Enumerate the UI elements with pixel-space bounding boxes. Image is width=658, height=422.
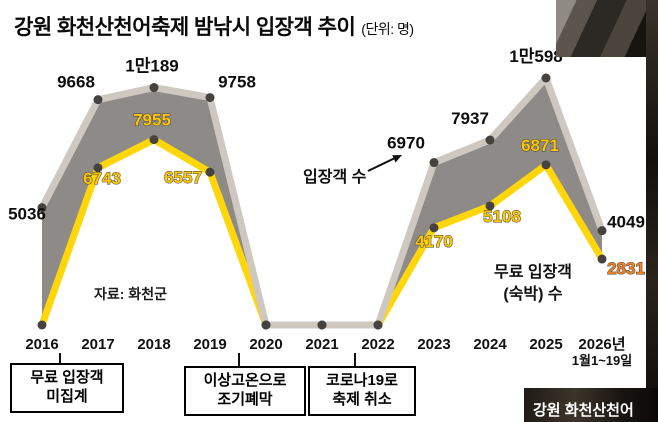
data-point xyxy=(149,83,159,93)
total-label-arrow xyxy=(367,157,396,172)
value-label: 2831 xyxy=(607,259,645,278)
data-point xyxy=(37,203,47,213)
axis-label: 2020 xyxy=(249,336,282,353)
data-point xyxy=(205,167,215,177)
value-label: 6743 xyxy=(83,169,121,188)
series-label-free: 무료 입장객 (숙박) 수 xyxy=(487,262,579,307)
value-label: 9668 xyxy=(57,73,95,92)
annotation-line: 축제 취소 xyxy=(332,390,392,408)
data-point xyxy=(429,158,439,168)
data-point xyxy=(541,160,551,170)
value-label: 5108 xyxy=(483,207,521,226)
axis-label: 2022 xyxy=(361,336,394,353)
background-photo-bottom xyxy=(524,388,658,422)
data-point xyxy=(429,223,439,233)
value-label: 9758 xyxy=(218,73,256,92)
annotation-line: 코로나19로 xyxy=(326,372,398,389)
data-point xyxy=(205,93,215,103)
data-point xyxy=(317,320,327,330)
data-point xyxy=(37,320,47,330)
value-label: 6970 xyxy=(387,134,425,153)
band-fill xyxy=(42,78,602,325)
series-label-free-line2: (숙박) 수 xyxy=(503,286,563,304)
data-point xyxy=(373,320,383,330)
axis-label: 1월1~19일 xyxy=(572,353,632,368)
axis-label: 2016 xyxy=(25,336,58,353)
series-label-free-line1: 무료 입장객 xyxy=(493,264,573,281)
annotation-box-uncounted: 무료 입장객 미집계 xyxy=(10,363,124,413)
value-label: 7955 xyxy=(133,111,171,130)
annotation-line: 무료 입장객 xyxy=(30,369,104,386)
value-label: 5036 xyxy=(8,205,46,224)
value-label: 6871 xyxy=(521,136,559,155)
axis-label: 2023 xyxy=(417,336,450,353)
title-unit: (단위: 명) xyxy=(361,21,414,37)
axis-label: 2021 xyxy=(305,336,338,353)
photo-credit: 강원 화천산천어 xyxy=(533,402,634,419)
data-point xyxy=(93,95,103,105)
total-label-arrowhead xyxy=(392,155,402,163)
annotation-line: 미집계 xyxy=(46,387,88,405)
title-text: 강원 화천산천어축제 밤낚시 입장객 추이 xyxy=(14,16,356,39)
data-point xyxy=(485,135,495,145)
data-point xyxy=(597,226,607,236)
data-point xyxy=(149,135,159,145)
series-label-total: 입장객 수 xyxy=(303,169,367,186)
value-label: 1만598 xyxy=(509,47,562,66)
annotation-box-early-close: 이상고온으로 조기폐막 xyxy=(184,366,306,416)
data-point xyxy=(261,320,271,330)
source-credit: 자료: 화천군 xyxy=(94,286,167,302)
data-point xyxy=(597,254,607,264)
page-title: 강원 화천산천어축제 밤낚시 입장객 추이 (단위: 명) xyxy=(14,11,414,41)
value-label: 6557 xyxy=(164,168,202,187)
value-label: 1만189 xyxy=(125,57,178,76)
annotation-box-covid-cancel: 코로나19로 축제 취소 xyxy=(308,366,416,416)
value-label: 4170 xyxy=(415,232,453,251)
annotation-line: 조기폐막 xyxy=(217,390,273,408)
axis-label: 2026년 xyxy=(578,336,625,353)
data-point xyxy=(485,201,495,211)
axis-label: 2025 xyxy=(529,336,562,353)
background-photo-right xyxy=(646,0,658,422)
data-point xyxy=(541,73,551,83)
data-point xyxy=(93,163,103,173)
axis-label: 2024 xyxy=(473,336,507,353)
axis-label: 2019 xyxy=(193,336,226,353)
axis-label: 2017 xyxy=(81,336,114,353)
axis-label: 2018 xyxy=(137,336,170,353)
value-label: 4049 xyxy=(607,213,645,232)
value-label: 7937 xyxy=(451,109,489,128)
background-photo-top xyxy=(556,0,658,57)
annotation-line: 이상고온으로 xyxy=(203,372,287,389)
